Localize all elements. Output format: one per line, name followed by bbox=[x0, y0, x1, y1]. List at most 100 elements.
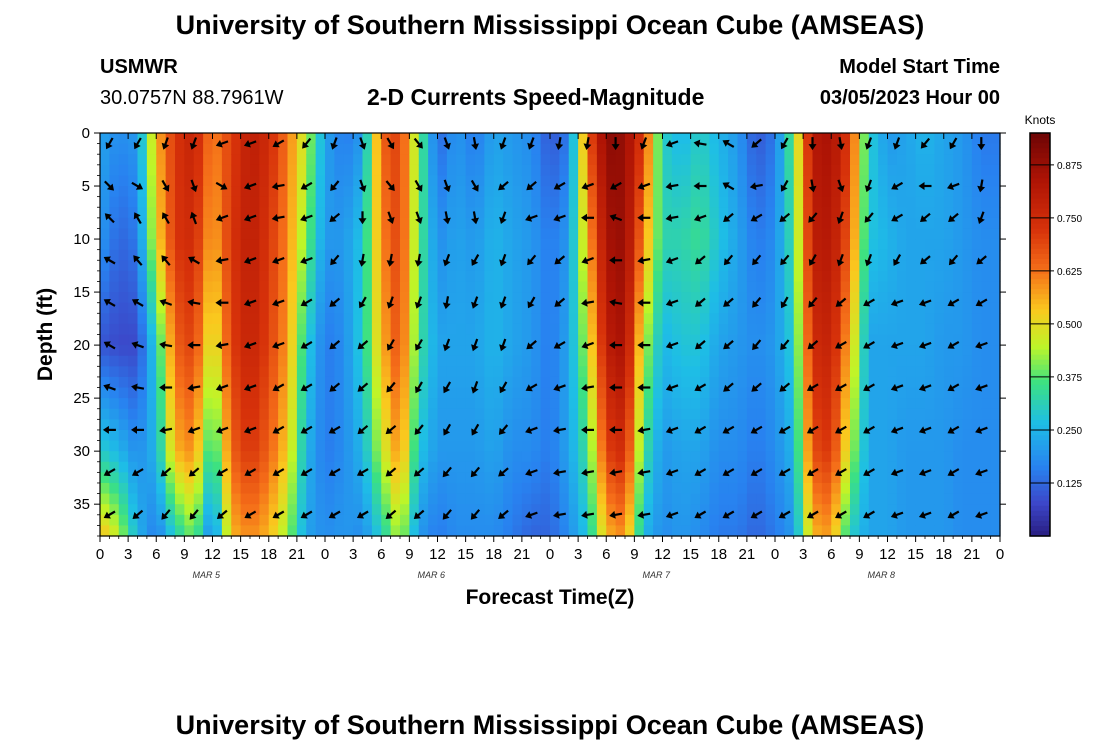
heatmap-cell bbox=[437, 398, 448, 410]
heatmap-cell bbox=[915, 429, 926, 442]
heatmap-cell bbox=[456, 440, 467, 452]
heatmap-cell bbox=[184, 164, 195, 177]
heatmap-cell bbox=[709, 281, 720, 293]
current-vector bbox=[215, 426, 229, 434]
heatmap-cell bbox=[793, 292, 804, 304]
heatmap-cell bbox=[437, 493, 448, 505]
current-vector bbox=[778, 468, 791, 477]
heatmap-cell bbox=[381, 334, 392, 346]
heatmap-cell bbox=[896, 217, 907, 230]
heatmap-cell bbox=[859, 313, 870, 325]
heatmap-cell bbox=[793, 196, 804, 208]
heatmap-cell bbox=[475, 504, 485, 516]
heatmap-cell bbox=[165, 133, 176, 145]
heatmap-cell bbox=[653, 164, 664, 177]
heatmap-cell bbox=[896, 207, 907, 219]
heatmap-cell bbox=[437, 270, 448, 283]
y-tick-label: 15 bbox=[73, 284, 90, 301]
heatmap-cell bbox=[596, 249, 607, 261]
heatmap-cell bbox=[165, 143, 176, 155]
current-vector bbox=[414, 424, 424, 435]
heatmap-cell bbox=[784, 451, 795, 463]
heatmap-cell bbox=[615, 419, 626, 431]
heatmap-cell bbox=[503, 186, 514, 198]
heatmap-cell bbox=[625, 525, 635, 537]
heatmap-cell bbox=[278, 482, 289, 495]
heatmap-cell bbox=[737, 260, 748, 272]
heatmap-cell bbox=[231, 429, 242, 442]
heatmap-cell bbox=[503, 260, 514, 272]
heatmap-cell bbox=[362, 376, 373, 389]
heatmap-cell bbox=[334, 302, 345, 314]
heatmap-cell bbox=[859, 217, 870, 230]
colorbar-band bbox=[1030, 213, 1050, 220]
heatmap-cell bbox=[446, 239, 457, 251]
heatmap-cell bbox=[409, 387, 420, 399]
heatmap-cell bbox=[334, 154, 345, 166]
heatmap-cell bbox=[831, 429, 842, 442]
heatmap-cell bbox=[718, 525, 729, 537]
heatmap-cell bbox=[990, 408, 1001, 420]
heatmap-cell bbox=[606, 504, 617, 516]
heatmap-cell bbox=[156, 270, 167, 283]
heatmap-cell bbox=[737, 472, 748, 484]
heatmap-cell bbox=[362, 451, 373, 463]
heatmap-cell bbox=[859, 398, 870, 410]
heatmap-cell bbox=[493, 281, 504, 293]
heatmap-cell bbox=[296, 239, 307, 251]
current-vector bbox=[300, 298, 313, 307]
heatmap-cell bbox=[287, 292, 298, 304]
heatmap-cell bbox=[906, 260, 917, 272]
current-vector bbox=[609, 213, 623, 222]
current-vector bbox=[525, 511, 538, 519]
heatmap-cell bbox=[175, 429, 185, 442]
heatmap-cell bbox=[775, 408, 785, 420]
current-vector bbox=[133, 137, 142, 150]
heatmap-cell bbox=[278, 143, 289, 155]
heatmap-cell bbox=[971, 525, 982, 537]
heatmap-cell bbox=[146, 302, 157, 314]
heatmap-cell bbox=[671, 419, 682, 431]
heatmap-cell bbox=[325, 292, 335, 304]
heatmap-cell bbox=[775, 429, 785, 442]
heatmap-cell bbox=[231, 292, 242, 304]
colorbar-band bbox=[1030, 359, 1050, 366]
heatmap-cell bbox=[681, 281, 692, 293]
heatmap-cell bbox=[156, 387, 167, 399]
heatmap-cell bbox=[653, 429, 664, 442]
heatmap-cell bbox=[353, 355, 364, 367]
heatmap-cell bbox=[165, 376, 176, 389]
heatmap-cell bbox=[746, 334, 757, 346]
heatmap-cell bbox=[184, 143, 195, 155]
vector-head bbox=[498, 427, 506, 435]
heatmap-cell bbox=[896, 292, 907, 304]
heatmap-cell bbox=[925, 133, 935, 145]
heatmap-cell bbox=[878, 429, 889, 442]
current-vector bbox=[918, 182, 932, 190]
heatmap-cell bbox=[718, 270, 729, 283]
heatmap-cell bbox=[568, 366, 579, 378]
heatmap-cell bbox=[231, 302, 242, 314]
heatmap-cell bbox=[437, 323, 448, 336]
heatmap-cell bbox=[475, 429, 485, 442]
heatmap-cell bbox=[221, 313, 232, 325]
heatmap-cell bbox=[287, 143, 298, 155]
heatmap-cell bbox=[287, 366, 298, 378]
heatmap-cell bbox=[259, 525, 270, 537]
vector-head bbox=[778, 426, 786, 434]
heatmap-cell bbox=[240, 313, 251, 325]
heatmap-cell bbox=[278, 313, 289, 325]
heatmap-cell bbox=[728, 514, 739, 526]
heatmap-cell bbox=[765, 387, 776, 399]
heatmap-cell bbox=[681, 451, 692, 463]
heatmap-cell bbox=[475, 419, 485, 431]
heatmap-cell bbox=[587, 355, 598, 367]
heatmap-cell bbox=[128, 281, 139, 293]
heatmap-cell bbox=[521, 207, 532, 219]
heatmap-cell bbox=[906, 175, 917, 187]
heatmap-cell bbox=[859, 461, 870, 473]
heatmap-cell bbox=[315, 302, 326, 314]
heatmap-cell bbox=[390, 175, 401, 187]
heatmap-cell bbox=[756, 164, 767, 177]
heatmap-cell bbox=[671, 514, 682, 526]
